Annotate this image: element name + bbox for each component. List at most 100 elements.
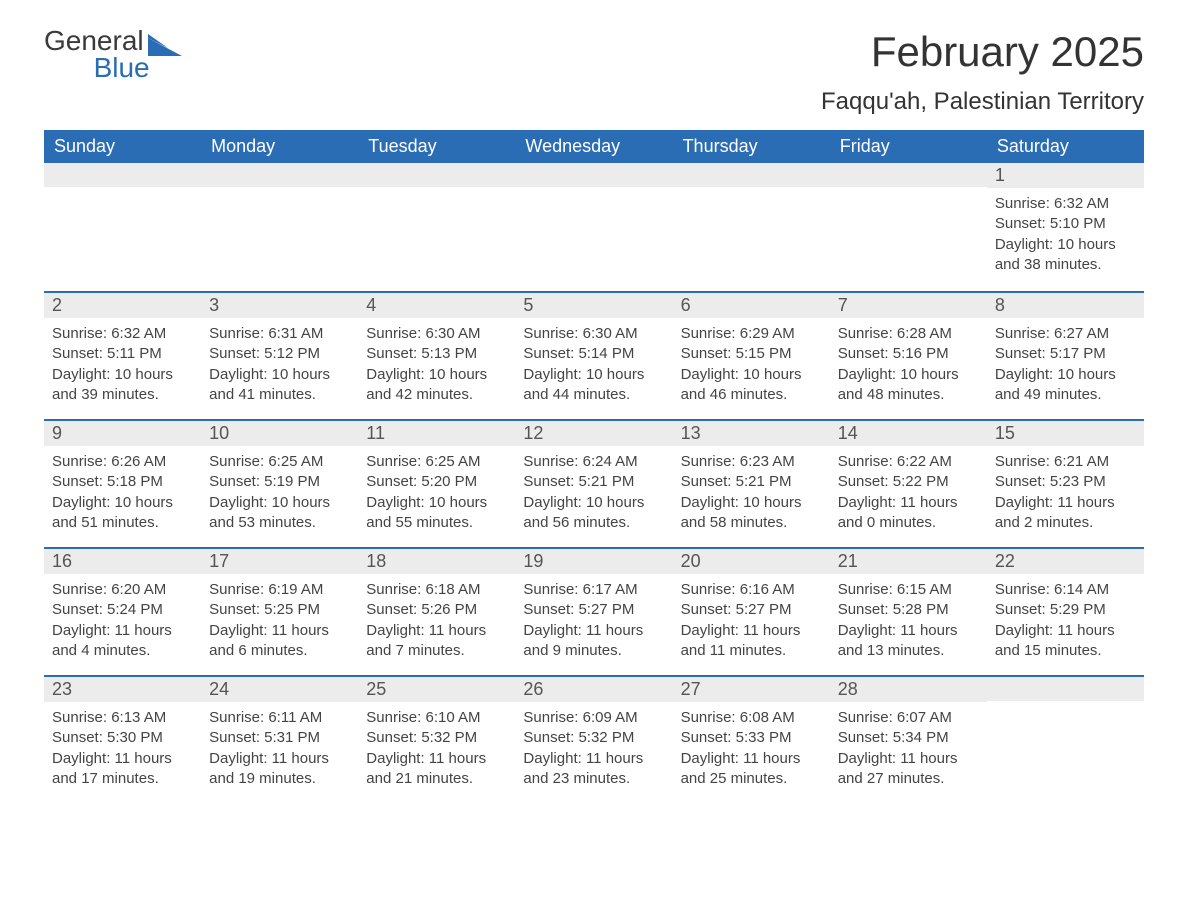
day-details: Sunrise: 6:25 AMSunset: 5:20 PMDaylight:… [358, 446, 515, 547]
calendar-cell [515, 163, 672, 291]
sunset-text: Sunset: 5:13 PM [366, 344, 507, 364]
page-title: February 2025 [821, 28, 1144, 76]
day-header-cell: Monday [201, 130, 358, 163]
date-number: 19 [515, 549, 672, 574]
day-header-cell: Friday [830, 130, 987, 163]
date-number: 27 [673, 677, 830, 702]
sunset-text: Sunset: 5:32 PM [523, 728, 664, 748]
day-details: Sunrise: 6:08 AMSunset: 5:33 PMDaylight:… [673, 702, 830, 803]
sunrise-text: Sunrise: 6:14 AM [995, 580, 1136, 600]
day-details: Sunrise: 6:13 AMSunset: 5:30 PMDaylight:… [44, 702, 201, 803]
sunrise-text: Sunrise: 6:25 AM [366, 452, 507, 472]
sunrise-text: Sunrise: 6:32 AM [52, 324, 193, 344]
day-details: Sunrise: 6:15 AMSunset: 5:28 PMDaylight:… [830, 574, 987, 675]
daylight-text: Daylight: 11 hours and 6 minutes. [209, 621, 350, 662]
sunset-text: Sunset: 5:14 PM [523, 344, 664, 364]
calendar-cell: 25Sunrise: 6:10 AMSunset: 5:32 PMDayligh… [358, 677, 515, 803]
calendar-cell: 14Sunrise: 6:22 AMSunset: 5:22 PMDayligh… [830, 421, 987, 547]
sunrise-text: Sunrise: 6:29 AM [681, 324, 822, 344]
calendar: Sunday Monday Tuesday Wednesday Thursday… [44, 130, 1144, 803]
date-number [830, 163, 987, 187]
sunrise-text: Sunrise: 6:11 AM [209, 708, 350, 728]
title-block: February 2025 Faqqu'ah, Palestinian Terr… [821, 28, 1144, 116]
sunrise-text: Sunrise: 6:20 AM [52, 580, 193, 600]
sunrise-text: Sunrise: 6:16 AM [681, 580, 822, 600]
sunrise-text: Sunrise: 6:30 AM [523, 324, 664, 344]
calendar-cell: 7Sunrise: 6:28 AMSunset: 5:16 PMDaylight… [830, 293, 987, 419]
day-details: Sunrise: 6:27 AMSunset: 5:17 PMDaylight:… [987, 318, 1144, 419]
daylight-text: Daylight: 11 hours and 21 minutes. [366, 749, 507, 790]
sunset-text: Sunset: 5:19 PM [209, 472, 350, 492]
date-number: 24 [201, 677, 358, 702]
date-number: 16 [44, 549, 201, 574]
daylight-text: Daylight: 11 hours and 2 minutes. [995, 493, 1136, 534]
date-number: 26 [515, 677, 672, 702]
calendar-cell: 16Sunrise: 6:20 AMSunset: 5:24 PMDayligh… [44, 549, 201, 675]
sunset-text: Sunset: 5:26 PM [366, 600, 507, 620]
day-details: Sunrise: 6:26 AMSunset: 5:18 PMDaylight:… [44, 446, 201, 547]
sunset-text: Sunset: 5:11 PM [52, 344, 193, 364]
sunrise-text: Sunrise: 6:31 AM [209, 324, 350, 344]
sunset-text: Sunset: 5:33 PM [681, 728, 822, 748]
sunset-text: Sunset: 5:23 PM [995, 472, 1136, 492]
daylight-text: Daylight: 10 hours and 39 minutes. [52, 365, 193, 406]
calendar-cell [987, 677, 1144, 803]
day-details: Sunrise: 6:07 AMSunset: 5:34 PMDaylight:… [830, 702, 987, 803]
date-number: 11 [358, 421, 515, 446]
daylight-text: Daylight: 11 hours and 7 minutes. [366, 621, 507, 662]
daylight-text: Daylight: 11 hours and 25 minutes. [681, 749, 822, 790]
sunset-text: Sunset: 5:21 PM [681, 472, 822, 492]
daylight-text: Daylight: 11 hours and 19 minutes. [209, 749, 350, 790]
sunset-text: Sunset: 5:32 PM [366, 728, 507, 748]
daylight-text: Daylight: 10 hours and 56 minutes. [523, 493, 664, 534]
date-number: 14 [830, 421, 987, 446]
date-number [515, 163, 672, 187]
date-number: 2 [44, 293, 201, 318]
sunrise-text: Sunrise: 6:32 AM [995, 194, 1136, 214]
day-details: Sunrise: 6:32 AMSunset: 5:10 PMDaylight:… [987, 188, 1144, 289]
calendar-cell [44, 163, 201, 291]
calendar-cell: 6Sunrise: 6:29 AMSunset: 5:15 PMDaylight… [673, 293, 830, 419]
calendar-week: 23Sunrise: 6:13 AMSunset: 5:30 PMDayligh… [44, 675, 1144, 803]
daylight-text: Daylight: 10 hours and 44 minutes. [523, 365, 664, 406]
calendar-cell [201, 163, 358, 291]
calendar-cell: 1Sunrise: 6:32 AMSunset: 5:10 PMDaylight… [987, 163, 1144, 291]
header: General Blue February 2025 Faqqu'ah, Pal… [44, 28, 1144, 116]
calendar-cell: 18Sunrise: 6:18 AMSunset: 5:26 PMDayligh… [358, 549, 515, 675]
daylight-text: Daylight: 10 hours and 41 minutes. [209, 365, 350, 406]
calendar-cell: 11Sunrise: 6:25 AMSunset: 5:20 PMDayligh… [358, 421, 515, 547]
day-details: Sunrise: 6:21 AMSunset: 5:23 PMDaylight:… [987, 446, 1144, 547]
day-details: Sunrise: 6:20 AMSunset: 5:24 PMDaylight:… [44, 574, 201, 675]
sunrise-text: Sunrise: 6:17 AM [523, 580, 664, 600]
calendar-cell: 4Sunrise: 6:30 AMSunset: 5:13 PMDaylight… [358, 293, 515, 419]
day-details: Sunrise: 6:32 AMSunset: 5:11 PMDaylight:… [44, 318, 201, 419]
sunrise-text: Sunrise: 6:28 AM [838, 324, 979, 344]
date-number: 9 [44, 421, 201, 446]
daylight-text: Daylight: 11 hours and 9 minutes. [523, 621, 664, 662]
day-header-cell: Saturday [987, 130, 1144, 163]
day-details: Sunrise: 6:23 AMSunset: 5:21 PMDaylight:… [673, 446, 830, 547]
calendar-cell: 3Sunrise: 6:31 AMSunset: 5:12 PMDaylight… [201, 293, 358, 419]
sunset-text: Sunset: 5:10 PM [995, 214, 1136, 234]
day-header-cell: Thursday [673, 130, 830, 163]
calendar-cell: 10Sunrise: 6:25 AMSunset: 5:19 PMDayligh… [201, 421, 358, 547]
calendar-cell: 20Sunrise: 6:16 AMSunset: 5:27 PMDayligh… [673, 549, 830, 675]
date-number: 28 [830, 677, 987, 702]
date-number: 18 [358, 549, 515, 574]
sunrise-text: Sunrise: 6:07 AM [838, 708, 979, 728]
day-details: Sunrise: 6:22 AMSunset: 5:22 PMDaylight:… [830, 446, 987, 547]
calendar-cell: 27Sunrise: 6:08 AMSunset: 5:33 PMDayligh… [673, 677, 830, 803]
daylight-text: Daylight: 10 hours and 55 minutes. [366, 493, 507, 534]
daylight-text: Daylight: 10 hours and 51 minutes. [52, 493, 193, 534]
sunset-text: Sunset: 5:12 PM [209, 344, 350, 364]
logo: General Blue [44, 28, 182, 81]
logo-word-blue: Blue [94, 55, 150, 82]
sunrise-text: Sunrise: 6:27 AM [995, 324, 1136, 344]
sunrise-text: Sunrise: 6:25 AM [209, 452, 350, 472]
day-details: Sunrise: 6:30 AMSunset: 5:13 PMDaylight:… [358, 318, 515, 419]
calendar-cell: 22Sunrise: 6:14 AMSunset: 5:29 PMDayligh… [987, 549, 1144, 675]
daylight-text: Daylight: 10 hours and 42 minutes. [366, 365, 507, 406]
logo-word-general: General [44, 28, 144, 55]
daylight-text: Daylight: 10 hours and 53 minutes. [209, 493, 350, 534]
daylight-text: Daylight: 10 hours and 49 minutes. [995, 365, 1136, 406]
